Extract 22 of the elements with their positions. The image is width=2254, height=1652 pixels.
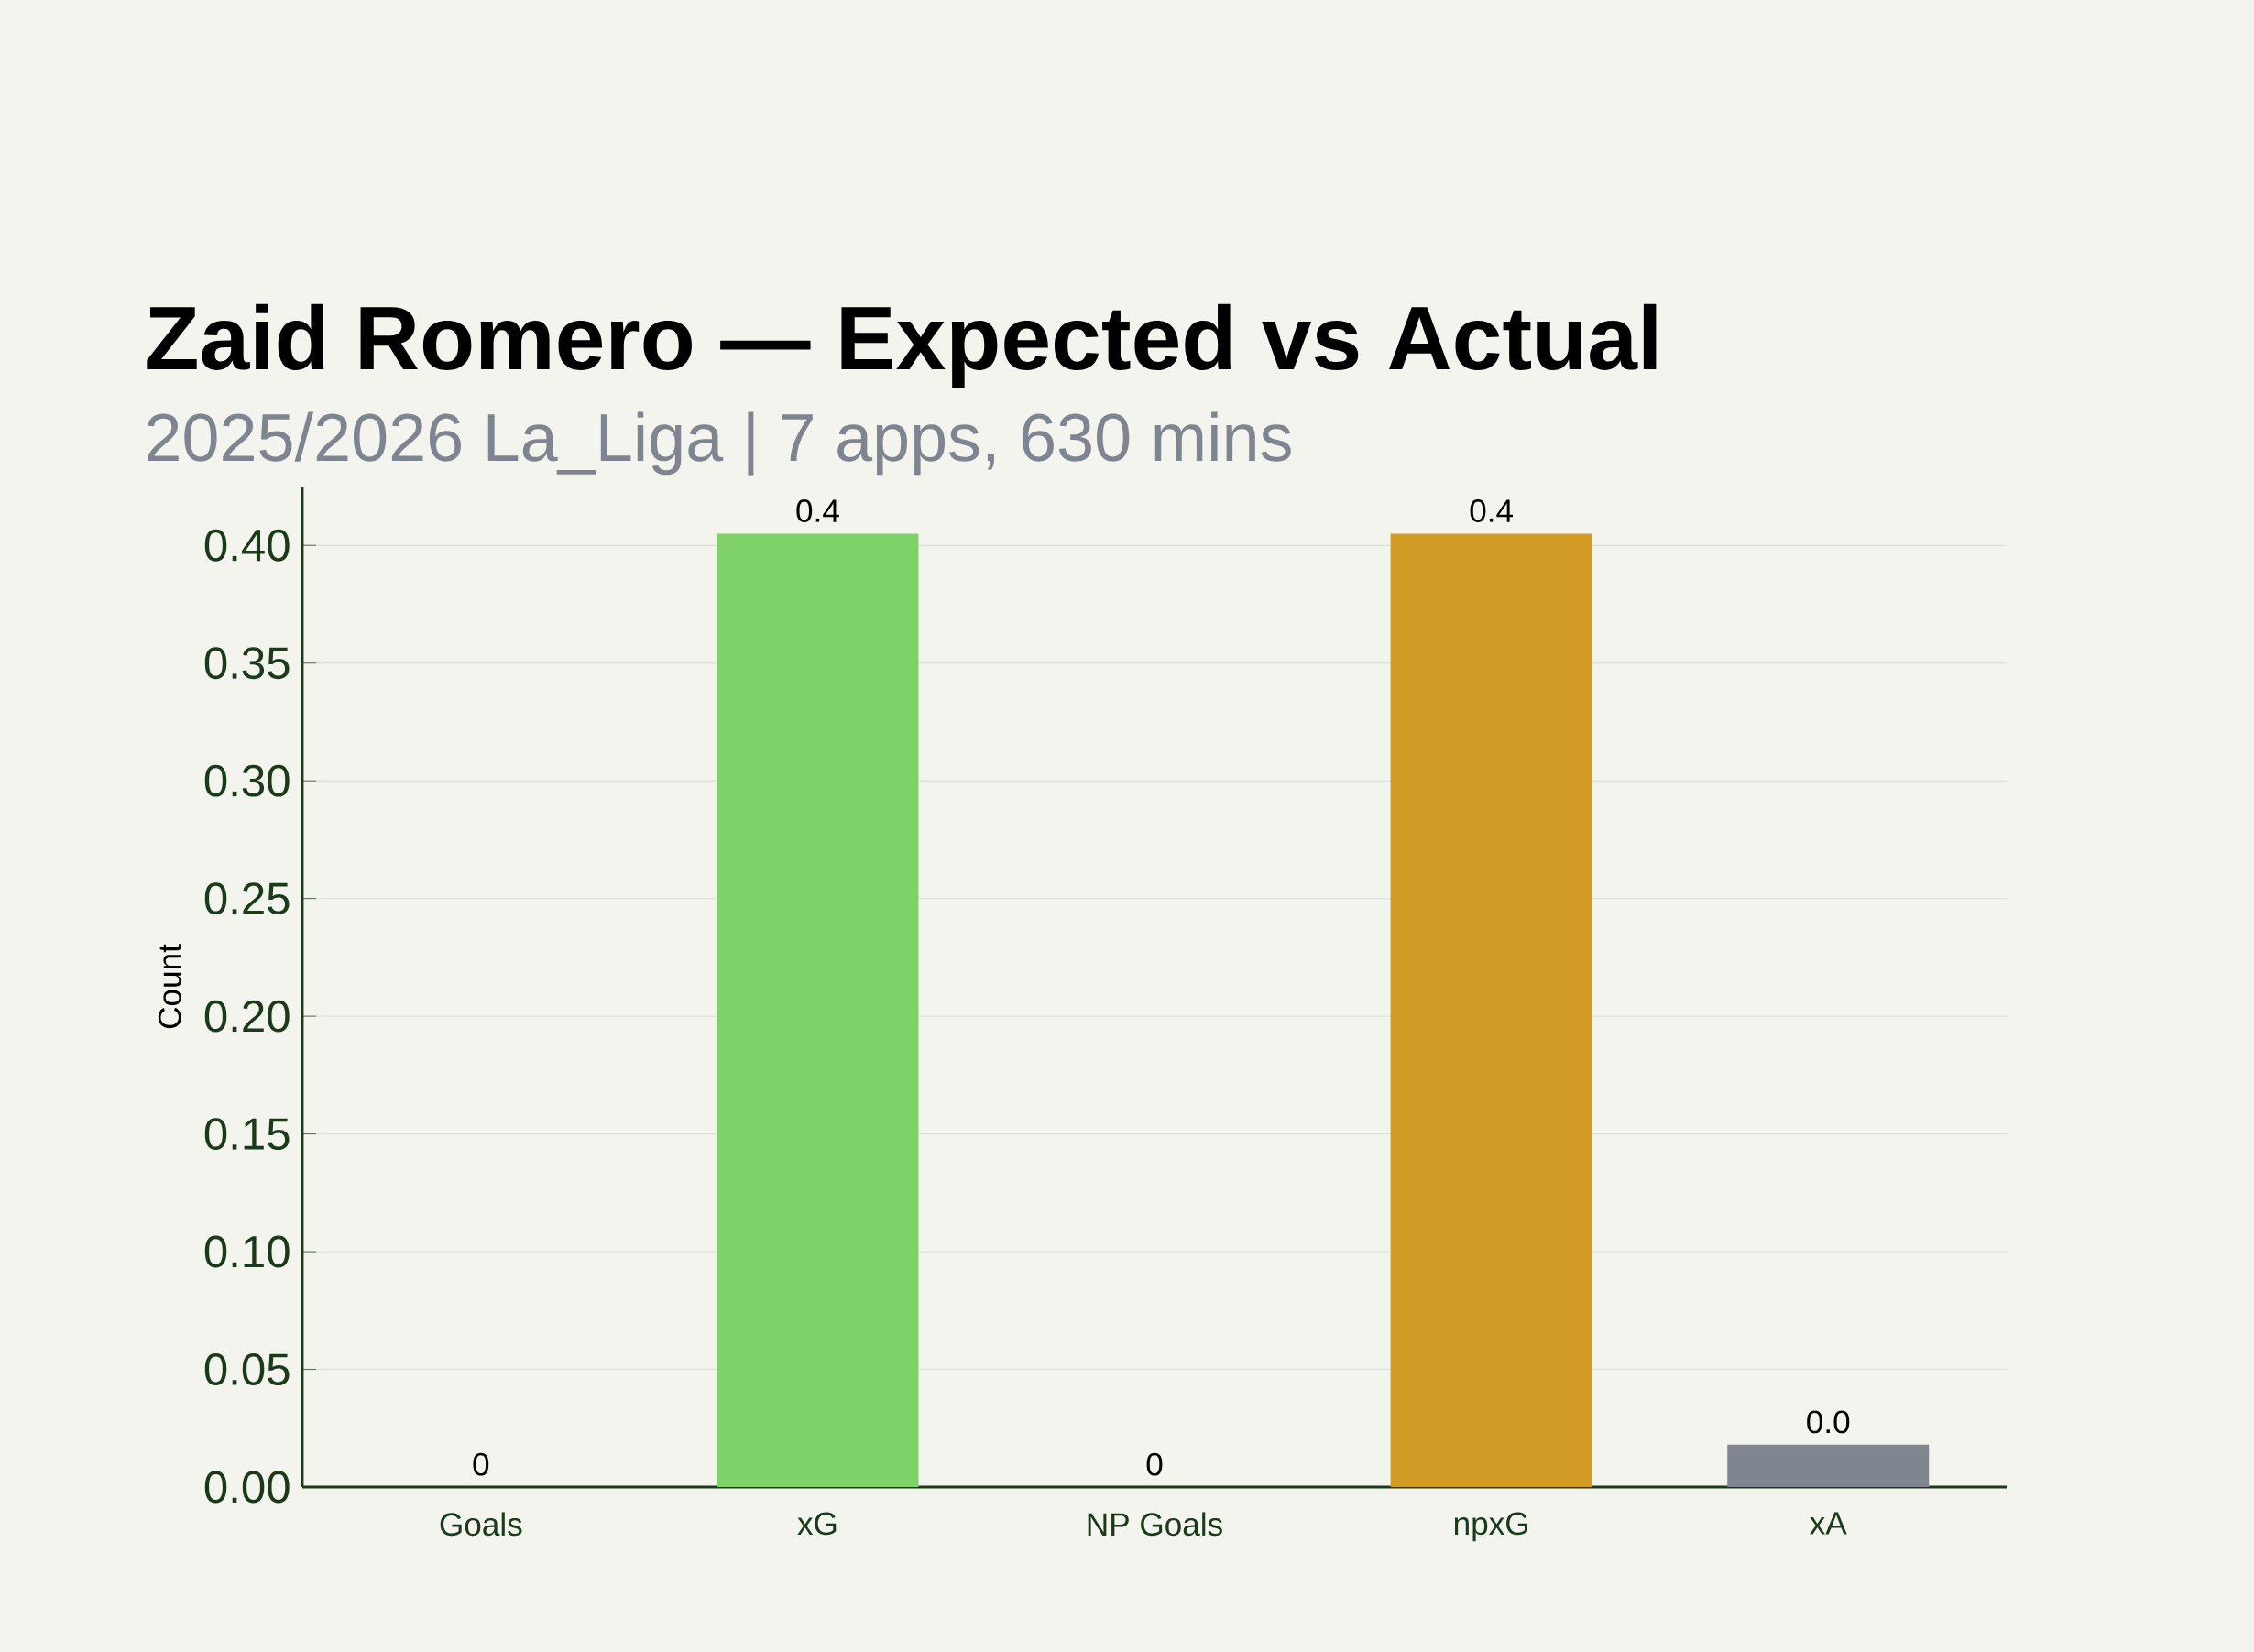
data-label: 0.0 xyxy=(1807,1410,1850,1434)
text: 0.10 xyxy=(204,1235,290,1268)
data-label: 0 xyxy=(473,1452,489,1476)
text: 0.30 xyxy=(204,764,290,797)
chart-title: Zaid Romero — Expected vs Actual xyxy=(147,303,1657,388)
text: 0.35 xyxy=(204,647,290,680)
text: 0.20 xyxy=(204,1000,290,1033)
text: 0.05 xyxy=(204,1353,290,1385)
data-label: 0.4 xyxy=(1470,499,1514,522)
y-axis-title: Count xyxy=(158,944,181,1029)
x-tick-label: NP Goals xyxy=(1088,1512,1222,1537)
data-label: 0.4 xyxy=(796,499,839,522)
x-tick-label: npxG xyxy=(1454,1512,1528,1542)
x-tick-label: xG xyxy=(797,1512,837,1536)
text: 0.00 xyxy=(204,1471,290,1504)
chart-subtitle: 2025/2026 La_Liga | 7 apps, 630 mins xyxy=(148,411,1291,476)
text: 0.15 xyxy=(204,1118,290,1151)
data-label: 0 xyxy=(1146,1452,1163,1476)
text: 0.25 xyxy=(204,882,290,915)
text: 0.40 xyxy=(204,529,290,562)
x-tick-label: xA xyxy=(1810,1512,1847,1535)
x-tick-label: Goals xyxy=(440,1512,522,1537)
